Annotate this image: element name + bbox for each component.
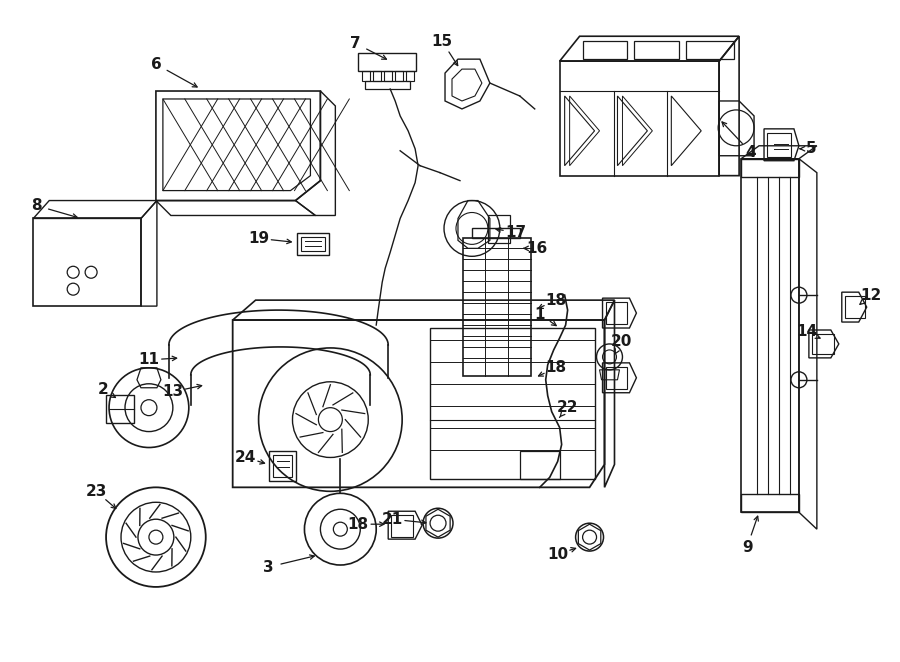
Text: 18: 18 (545, 293, 566, 308)
Text: 19: 19 (248, 231, 269, 246)
Bar (395, 71, 403, 81)
Text: 20: 20 (611, 334, 632, 350)
Bar (582, 41, 627, 59)
Bar (392, 515, 413, 537)
Bar (767, 133, 791, 157)
Text: 9: 9 (742, 540, 752, 555)
Bar (106, 395, 134, 422)
Bar (363, 71, 370, 81)
Text: 14: 14 (796, 324, 817, 340)
Bar (273, 455, 292, 477)
Text: 2: 2 (98, 382, 108, 397)
Text: 16: 16 (526, 241, 547, 256)
Text: 22: 22 (557, 400, 579, 415)
Text: 18: 18 (545, 360, 566, 375)
Bar (268, 451, 296, 481)
Text: 15: 15 (431, 34, 453, 49)
Text: 5: 5 (806, 141, 816, 156)
Text: 24: 24 (235, 450, 256, 465)
Text: 10: 10 (547, 547, 568, 561)
Bar (741, 159, 799, 177)
Bar (298, 234, 329, 256)
Text: 11: 11 (139, 352, 159, 367)
Bar (33, 218, 141, 306)
Bar (741, 159, 799, 512)
Bar (488, 216, 509, 244)
Bar (302, 238, 326, 252)
Bar (463, 238, 531, 376)
Text: 21: 21 (382, 512, 403, 527)
Text: 3: 3 (263, 559, 274, 575)
Bar (741, 495, 799, 512)
Bar (358, 53, 416, 71)
Bar (374, 71, 382, 81)
Text: 13: 13 (162, 384, 184, 399)
Bar (430, 328, 595, 479)
Text: 4: 4 (746, 145, 756, 160)
Bar (606, 302, 627, 324)
Bar (845, 296, 865, 318)
Text: 6: 6 (150, 57, 161, 71)
Bar (634, 41, 680, 59)
Bar (687, 41, 734, 59)
Text: 17: 17 (505, 225, 526, 240)
Text: 7: 7 (350, 36, 361, 51)
Bar (812, 334, 833, 354)
Text: 1: 1 (535, 307, 545, 322)
Text: 8: 8 (31, 198, 41, 213)
Bar (606, 367, 627, 389)
Circle shape (148, 530, 163, 544)
Bar (384, 71, 392, 81)
Bar (472, 228, 520, 238)
Text: 12: 12 (860, 288, 881, 303)
Text: 18: 18 (347, 516, 369, 532)
Text: 23: 23 (86, 484, 107, 499)
Bar (406, 71, 414, 81)
